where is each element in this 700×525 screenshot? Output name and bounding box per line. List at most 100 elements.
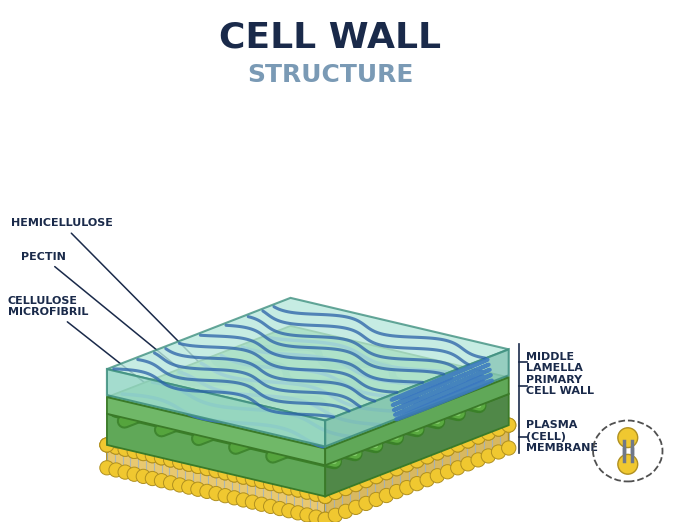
Circle shape [227, 468, 242, 482]
Circle shape [263, 374, 277, 388]
Circle shape [420, 450, 434, 464]
Circle shape [150, 418, 165, 432]
Circle shape [212, 394, 226, 408]
Circle shape [491, 422, 505, 436]
Circle shape [440, 442, 455, 456]
Circle shape [263, 499, 278, 513]
Circle shape [389, 461, 404, 476]
Circle shape [618, 455, 638, 474]
Circle shape [309, 487, 323, 501]
Circle shape [502, 418, 516, 432]
Circle shape [309, 510, 323, 524]
Circle shape [491, 445, 505, 459]
Circle shape [164, 476, 178, 490]
Circle shape [130, 426, 145, 440]
Circle shape [181, 457, 196, 471]
Circle shape [379, 466, 393, 480]
Circle shape [284, 366, 298, 381]
Circle shape [136, 446, 150, 460]
Circle shape [141, 422, 155, 436]
Circle shape [328, 485, 342, 500]
Circle shape [118, 442, 132, 456]
Circle shape [328, 485, 342, 500]
Circle shape [318, 512, 332, 525]
Circle shape [164, 453, 178, 467]
Circle shape [451, 438, 465, 452]
Circle shape [245, 472, 260, 486]
Circle shape [379, 488, 393, 502]
Circle shape [227, 468, 242, 482]
Circle shape [400, 458, 414, 472]
Text: PLASMA
(CELL)
MEMBRANE: PLASMA (CELL) MEMBRANE [526, 420, 598, 453]
Circle shape [440, 465, 455, 479]
Circle shape [309, 487, 323, 501]
Circle shape [300, 508, 314, 522]
Circle shape [338, 504, 353, 519]
Circle shape [481, 426, 496, 440]
Circle shape [100, 438, 114, 452]
Circle shape [430, 446, 444, 460]
Circle shape [359, 474, 373, 488]
Circle shape [618, 428, 638, 448]
Circle shape [440, 442, 455, 456]
Circle shape [155, 474, 169, 488]
Circle shape [254, 497, 269, 511]
Circle shape [118, 465, 132, 479]
Circle shape [173, 478, 187, 492]
Text: CELL WALL: CELL WALL [219, 20, 441, 55]
Circle shape [461, 434, 475, 448]
Circle shape [369, 492, 384, 507]
Circle shape [272, 479, 287, 493]
Circle shape [218, 466, 232, 480]
Polygon shape [107, 298, 509, 421]
Circle shape [146, 471, 160, 486]
Circle shape [430, 469, 444, 483]
Circle shape [273, 371, 288, 385]
Circle shape [328, 508, 342, 522]
Circle shape [253, 379, 267, 393]
Circle shape [461, 434, 475, 448]
Circle shape [338, 481, 353, 496]
Circle shape [199, 461, 214, 476]
Circle shape [349, 477, 363, 491]
Circle shape [400, 458, 414, 472]
Circle shape [118, 442, 132, 456]
Circle shape [481, 449, 496, 463]
Circle shape [300, 485, 314, 499]
Polygon shape [326, 394, 509, 497]
Circle shape [430, 446, 444, 460]
Circle shape [263, 476, 278, 491]
Circle shape [254, 474, 269, 489]
Circle shape [236, 493, 251, 507]
Circle shape [181, 480, 196, 494]
Text: MIDDLE
LAMELLA: MIDDLE LAMELLA [526, 352, 582, 373]
Circle shape [451, 438, 465, 452]
Circle shape [389, 461, 404, 476]
Circle shape [290, 506, 305, 520]
Circle shape [136, 446, 150, 460]
Circle shape [502, 418, 516, 432]
Circle shape [199, 484, 214, 499]
Circle shape [181, 406, 196, 421]
Circle shape [491, 422, 505, 436]
Circle shape [199, 461, 214, 476]
Circle shape [190, 459, 205, 474]
Circle shape [146, 448, 160, 463]
Text: STRUCTURE: STRUCTURE [247, 63, 413, 87]
Circle shape [155, 450, 169, 465]
Circle shape [110, 434, 125, 448]
Circle shape [502, 441, 516, 455]
Polygon shape [326, 377, 509, 465]
Circle shape [369, 469, 384, 484]
Circle shape [281, 503, 296, 518]
Circle shape [209, 464, 223, 478]
Text: CELLULOSE
MICROFIBRIL: CELLULOSE MICROFIBRIL [8, 296, 180, 411]
Circle shape [164, 453, 178, 467]
Circle shape [218, 466, 232, 480]
Circle shape [109, 463, 123, 477]
Circle shape [290, 483, 305, 497]
Circle shape [461, 457, 475, 471]
Circle shape [236, 470, 251, 484]
Circle shape [161, 414, 175, 428]
Circle shape [420, 450, 434, 464]
